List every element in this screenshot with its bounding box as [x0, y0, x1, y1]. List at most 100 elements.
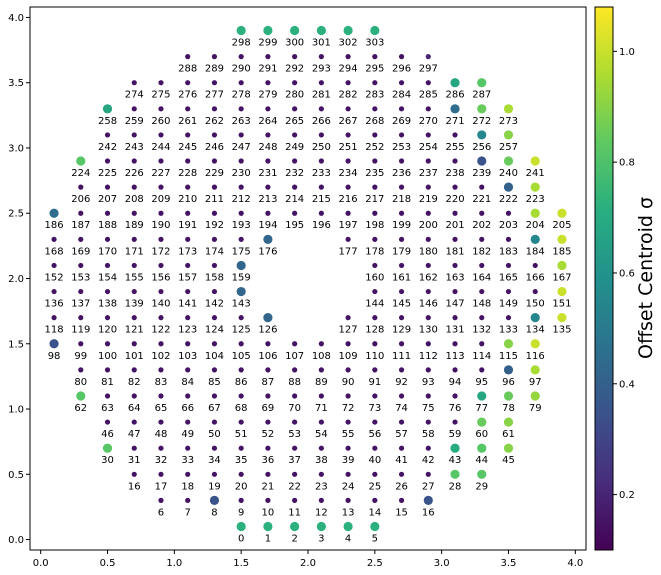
point-label: 63	[101, 403, 114, 414]
data-point	[78, 262, 84, 269]
data-point	[530, 182, 540, 192]
point-label: 272	[472, 116, 491, 127]
data-point	[372, 184, 378, 190]
data-point	[398, 158, 405, 164]
data-point	[131, 184, 137, 190]
point-label: 74	[395, 403, 408, 414]
point-label: 72	[342, 403, 355, 414]
data-point	[158, 288, 164, 295]
point-label: 54	[315, 429, 328, 440]
point-label: 139	[125, 299, 144, 310]
point-label: 141	[178, 299, 197, 310]
x-tick-label: 0.5	[100, 558, 116, 569]
point-label: 55	[342, 429, 355, 440]
point-label: 116	[526, 351, 545, 362]
point-label: 110	[365, 351, 384, 362]
data-point	[318, 471, 324, 477]
data-point	[372, 54, 378, 60]
data-point	[345, 106, 351, 112]
data-point	[503, 339, 514, 349]
point-label: 189	[125, 220, 144, 231]
data-point	[131, 419, 137, 425]
point-label: 190	[151, 220, 170, 231]
x-tick-label: 1.0	[166, 558, 182, 569]
point-label: 8	[211, 507, 217, 518]
point-label: 150	[526, 299, 545, 310]
data-point	[477, 78, 487, 88]
data-point	[76, 156, 86, 166]
point-label: 160	[365, 272, 384, 283]
point-label: 29	[475, 481, 488, 492]
point-label: 275	[151, 90, 170, 101]
point-label: 69	[262, 403, 275, 414]
point-label: 211	[205, 194, 224, 205]
point-label: 56	[368, 429, 381, 440]
point-label: 50	[208, 429, 221, 440]
point-label: 112	[419, 351, 438, 362]
data-point	[49, 339, 59, 349]
point-label: 214	[285, 194, 304, 205]
point-label: 242	[98, 142, 117, 153]
point-label: 203	[499, 220, 518, 231]
point-label: 85	[208, 377, 221, 388]
data-point	[345, 419, 351, 425]
point-label: 292	[285, 64, 304, 75]
point-label: 104	[205, 351, 224, 362]
data-point	[370, 521, 380, 532]
point-label: 169	[71, 246, 90, 257]
point-label: 200	[419, 220, 438, 231]
point-label: 10	[262, 507, 275, 518]
point-label: 165	[499, 272, 518, 283]
point-label: 273	[499, 116, 518, 127]
data-point	[292, 471, 298, 477]
point-label: 97	[529, 377, 542, 388]
data-point	[318, 497, 324, 503]
data-point	[211, 54, 218, 60]
data-point	[238, 106, 244, 112]
data-point	[211, 419, 218, 425]
data-point	[398, 341, 405, 347]
point-label: 101	[125, 351, 144, 362]
data-point	[343, 25, 353, 36]
data-point	[51, 236, 57, 242]
data-point	[452, 393, 458, 399]
point-label: 230	[232, 168, 251, 179]
point-label: 127	[339, 325, 358, 336]
data-point	[503, 104, 514, 114]
point-label: 35	[235, 455, 248, 466]
point-label: 136	[45, 299, 64, 310]
point-label: 202	[472, 220, 491, 231]
point-label: 88	[288, 377, 301, 388]
data-point	[104, 132, 111, 138]
point-label: 4	[345, 534, 351, 545]
point-label: 152	[45, 272, 64, 283]
data-point	[238, 445, 244, 451]
point-label: 216	[339, 194, 358, 205]
point-label: 107	[285, 351, 304, 362]
data-point	[452, 288, 458, 295]
point-label: 238	[445, 168, 464, 179]
data-point	[265, 367, 271, 373]
point-label: 201	[445, 220, 464, 231]
data-point	[425, 393, 431, 399]
point-label: 269	[392, 116, 411, 127]
data-point	[452, 262, 458, 269]
data-point	[425, 54, 431, 60]
point-label: 167	[552, 272, 571, 283]
colorbar-tick-label: 0.8	[619, 158, 635, 169]
data-point	[503, 182, 514, 192]
colorbar-tick-label: 0.2	[619, 490, 635, 501]
point-label: 31	[128, 455, 141, 466]
data-point	[450, 443, 460, 453]
point-label: 276	[178, 90, 197, 101]
data-point	[131, 106, 137, 112]
data-point	[345, 445, 351, 451]
point-label: 33	[181, 455, 194, 466]
data-point	[452, 341, 458, 347]
point-label: 217	[365, 194, 384, 205]
data-point	[398, 132, 405, 138]
x-tick-label: 4.0	[567, 558, 583, 569]
point-label: 118	[45, 325, 64, 336]
data-point	[211, 184, 218, 190]
data-point	[425, 341, 431, 347]
